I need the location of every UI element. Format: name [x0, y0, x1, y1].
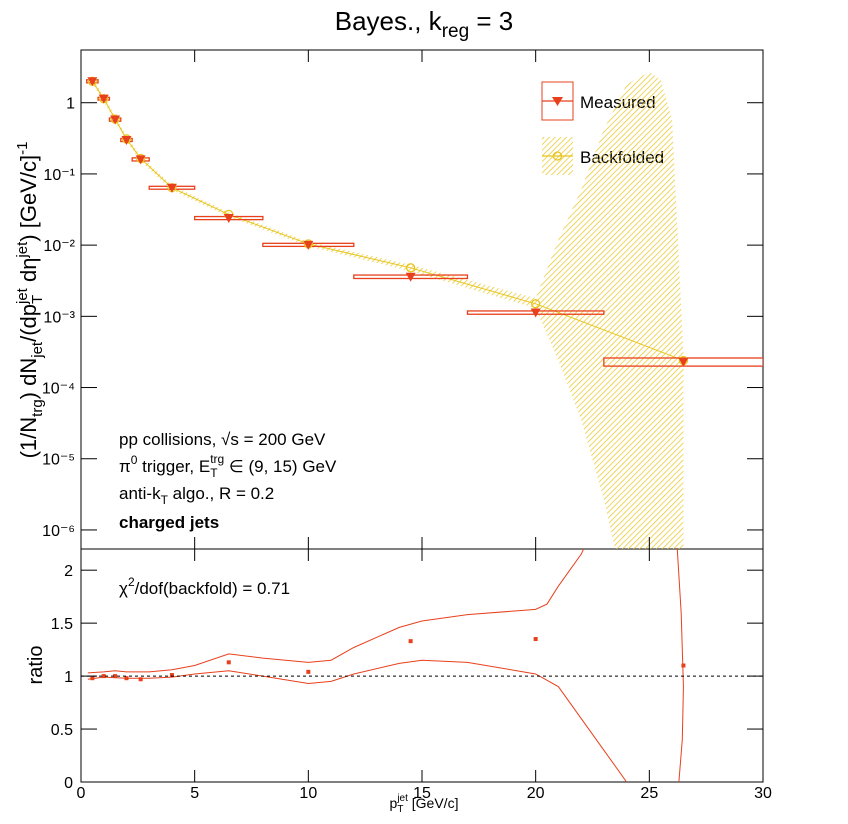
- measured-marker: [405, 272, 416, 282]
- chart-title: Bayes., kreg = 3: [335, 6, 514, 42]
- ratio-point: [533, 637, 538, 642]
- plot-area: [87, 549, 686, 782]
- annotation: pp collisions, √s = 200 GeV: [119, 430, 326, 449]
- y-tick-label: 1: [66, 96, 75, 113]
- ratio-point: [90, 676, 95, 681]
- measured-marker: [530, 308, 541, 318]
- y-tick-label: 0: [64, 775, 73, 792]
- measured-marker: [303, 240, 314, 250]
- x-tick-label: 5: [190, 785, 199, 802]
- annotation: χ2/dof(backfold) = 0.71: [119, 575, 290, 598]
- x-axis-label: pjet T [GeV/c]: [390, 793, 459, 815]
- measured-marker: [135, 155, 146, 165]
- measured-marker: [121, 135, 132, 145]
- ratio-band-upper: [87, 549, 684, 782]
- measured-marker: [98, 94, 109, 104]
- ratio-point: [101, 674, 106, 679]
- y-tick-label: 10⁻¹: [43, 167, 75, 184]
- x-tick-label: 15: [413, 785, 431, 802]
- annotation: charged jets: [119, 513, 219, 532]
- x-tick-label: 0: [77, 785, 86, 802]
- y-tick-label: 10⁻³: [43, 309, 75, 326]
- measured-marker: [678, 357, 689, 367]
- y-tick-label: 10⁻⁶: [42, 523, 75, 540]
- ratio-axis-label: ratio: [25, 646, 47, 685]
- y-tick-label: 10⁻²: [43, 238, 75, 255]
- ratio-point: [681, 663, 686, 668]
- measured-marker: [110, 115, 121, 125]
- y-tick-label: 2: [64, 563, 73, 580]
- y-tick-label: 10⁻⁵: [42, 452, 75, 469]
- x-tick-label: 20: [527, 785, 545, 802]
- ratio-point: [124, 676, 129, 681]
- measured-marker: [87, 77, 98, 87]
- annotations: pp collisions, √s = 200 GeV π0 trigger, …: [119, 430, 337, 598]
- y-tick-label: 0.5: [51, 722, 73, 739]
- backfolded-marker: [531, 299, 541, 309]
- annotation: π0 trigger, Etrg T ∈ (9, 15) GeV: [119, 452, 337, 480]
- ratio-point: [408, 639, 413, 644]
- ratio-point: [113, 674, 118, 679]
- y-tick-label: 1: [64, 669, 73, 686]
- y-tick-label: 1.5: [51, 616, 73, 633]
- x-tick-label: 30: [754, 785, 772, 802]
- legend-marker: [552, 97, 563, 106]
- ratio-band-lower: [87, 659, 628, 782]
- backfolded-marker: [405, 263, 416, 273]
- y-tick-label: 10⁻⁴: [42, 381, 75, 398]
- annotation: anti-kT algo., R = 0.2: [119, 484, 274, 507]
- measured-marker: [223, 214, 234, 224]
- ratio-point: [226, 660, 231, 665]
- ratio-point: [169, 673, 174, 678]
- y-axis-label: (1/Ntrg) dNjet/(dpjetT dηjet) [GeV/c]-1: [14, 142, 46, 459]
- x-tick-label: 25: [640, 785, 658, 802]
- legend-marker: [552, 151, 563, 161]
- ratio-point: [306, 669, 311, 674]
- x-tick-label: 10: [299, 785, 317, 802]
- measured-marker: [166, 183, 177, 193]
- plot-area: [86, 72, 763, 549]
- ratio-point: [138, 677, 143, 682]
